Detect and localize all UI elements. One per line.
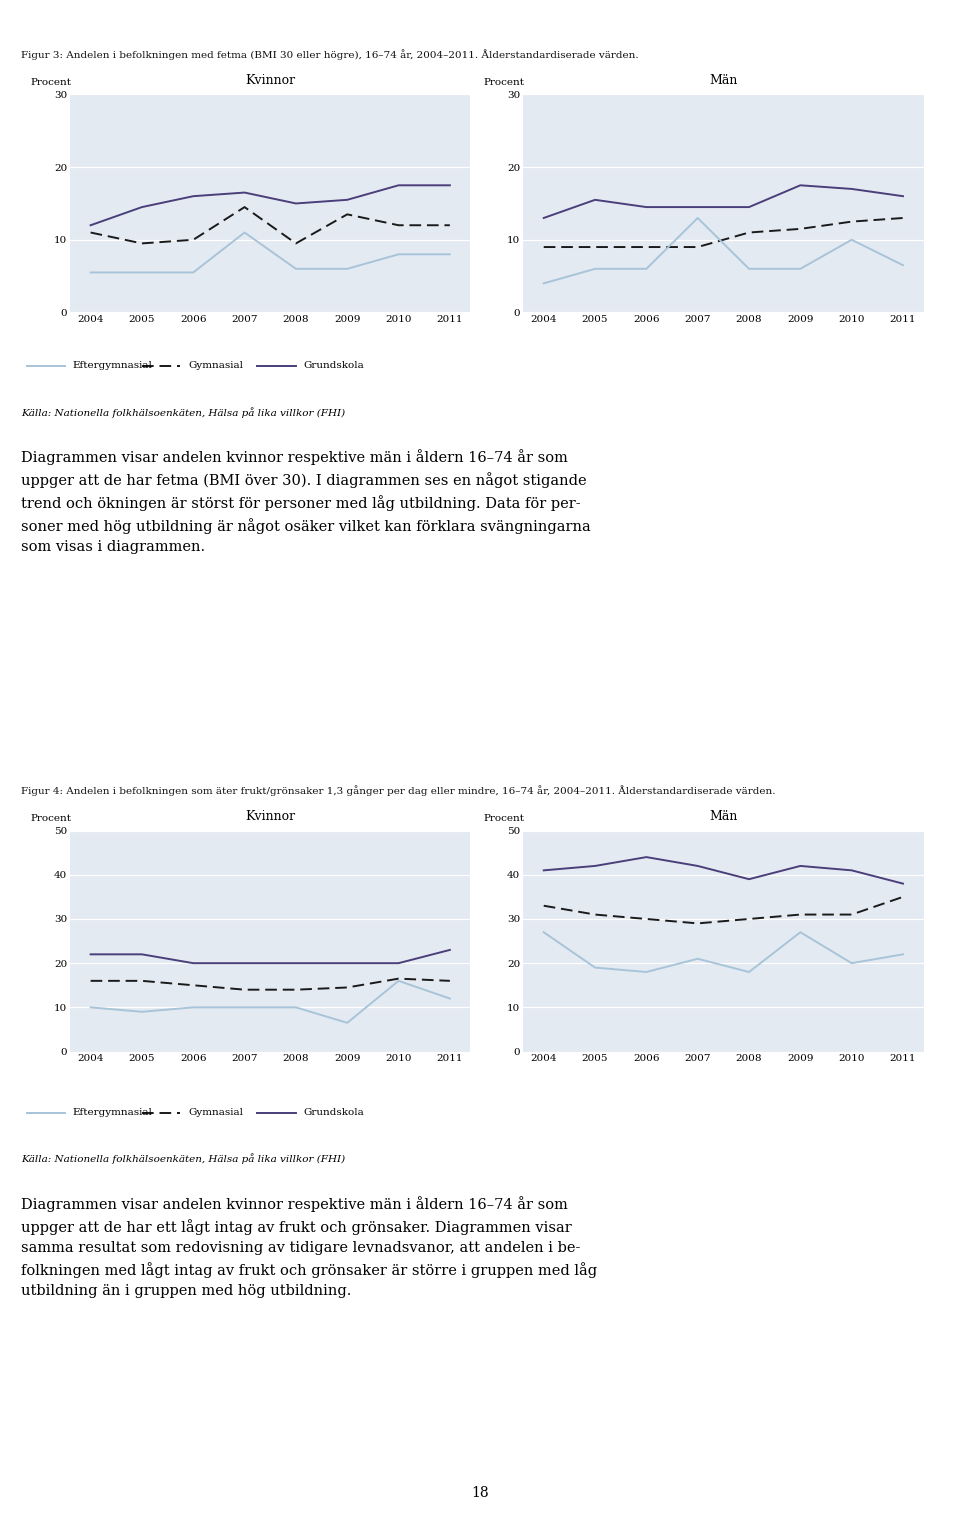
Text: Diagrammen visar andelen kvinnor respektive män i åldern 16–74 år som
uppger att: Diagrammen visar andelen kvinnor respekt…	[21, 450, 590, 555]
Text: Procent: Procent	[30, 78, 71, 87]
Text: Grundskola: Grundskola	[303, 1108, 364, 1117]
Text: Figur 4: Andelen i befolkningen som äter frukt/grönsaker 1,3 gånger per dag elle: Figur 4: Andelen i befolkningen som äter…	[21, 785, 776, 796]
Text: Procent: Procent	[483, 78, 524, 87]
Text: Procent: Procent	[30, 814, 71, 823]
Text: Källa: Nationella folkhälsoenkäten, Hälsa på lika villkor (FHI): Källa: Nationella folkhälsoenkäten, Häls…	[21, 407, 346, 418]
Text: 18: 18	[471, 1486, 489, 1500]
Text: Kvinnor: Kvinnor	[245, 73, 296, 87]
Text: Procent: Procent	[483, 814, 524, 823]
Text: Eftergymnasial: Eftergymnasial	[73, 1108, 153, 1117]
Text: Kvinnor: Kvinnor	[245, 809, 296, 823]
Text: Män: Män	[709, 73, 737, 87]
Text: Gymnasial: Gymnasial	[188, 361, 243, 370]
Text: Män: Män	[709, 809, 737, 823]
Text: Diagrammen visar andelen kvinnor respektive män i åldern 16–74 år som
uppger att: Diagrammen visar andelen kvinnor respekt…	[21, 1196, 597, 1298]
Text: Källa: Nationella folkhälsoenkäten, Hälsa på lika villkor (FHI): Källa: Nationella folkhälsoenkäten, Häls…	[21, 1154, 346, 1164]
Text: Eftergymnasial: Eftergymnasial	[73, 361, 153, 370]
Text: Gymnasial: Gymnasial	[188, 1108, 243, 1117]
Text: Figur 3: Andelen i befolkningen med fetma (BMI 30 eller högre), 16–74 år, 2004–2: Figur 3: Andelen i befolkningen med fetm…	[21, 49, 638, 61]
Text: Grundskola: Grundskola	[303, 361, 364, 370]
